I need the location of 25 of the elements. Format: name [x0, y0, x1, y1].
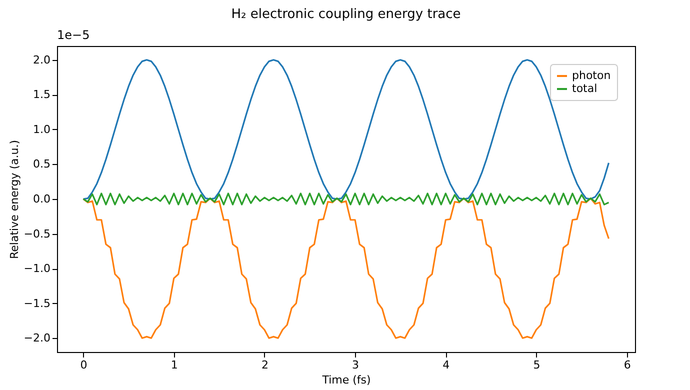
line-series	[82, 198, 610, 339]
x-tick-label: 4	[442, 358, 450, 372]
y-tick-label: 2.0	[33, 53, 50, 66]
x-tick-label: 0	[80, 358, 88, 372]
legend-label: total	[572, 82, 598, 95]
y-tick-label: −2.0	[24, 332, 50, 345]
y-tick-label: 1.0	[33, 122, 50, 136]
x-tick-label: 2	[261, 358, 268, 372]
x-tick-label: 1	[170, 358, 178, 372]
chart-title: H₂ electronic coupling energy trace	[231, 7, 461, 22]
legend-label: photon	[572, 69, 611, 82]
y-tick-label: −0.5	[24, 227, 50, 240]
y-tick-label: 0.0	[33, 192, 50, 206]
line-series	[82, 59, 610, 200]
y-tick-label: 0.5	[33, 158, 50, 171]
y-tick-label: −1.0	[24, 262, 50, 276]
y-tick-label: 1.5	[33, 88, 50, 102]
text: 1e−5	[57, 28, 90, 42]
x-axis-title: Time (fs)	[321, 374, 371, 386]
line-series	[82, 192, 610, 206]
x-tick-label: 3	[352, 358, 360, 372]
y-tick-label: −1.5	[24, 296, 50, 310]
x-tick-label: 5	[533, 358, 540, 372]
x-tick-label: 6	[624, 358, 631, 372]
y-axis-title: Relative energy (a.u.)	[8, 140, 21, 259]
